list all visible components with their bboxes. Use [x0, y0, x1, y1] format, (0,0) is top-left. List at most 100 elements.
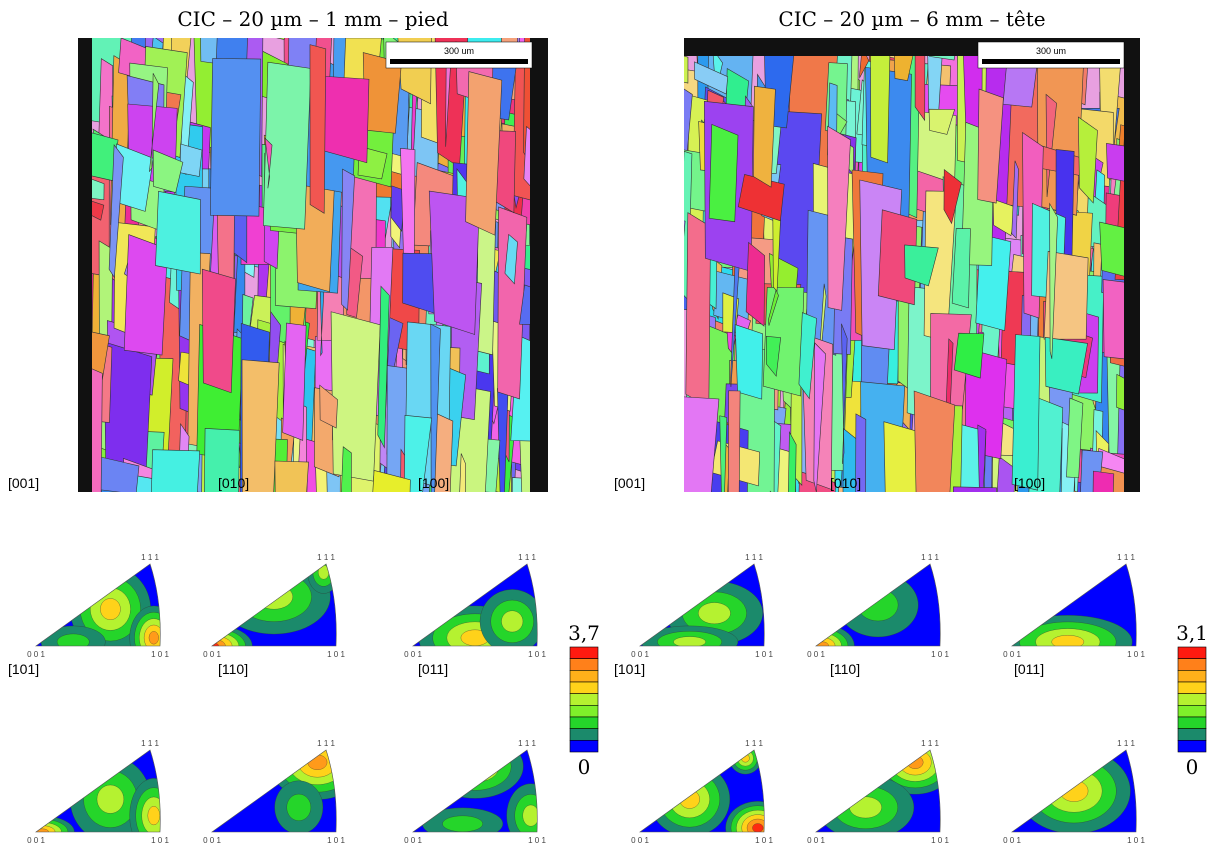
- grain: [430, 323, 441, 492]
- scale-bar-label: 300 um: [444, 46, 474, 56]
- grain: [319, 384, 338, 429]
- grain: [983, 491, 986, 492]
- map-edge: [1124, 38, 1140, 492]
- colorbar-segment: [1177, 716, 1207, 729]
- ipf-contours: [1012, 564, 1137, 646]
- colorbar-segment: [1177, 658, 1207, 671]
- ipf-corner: 0 0 1: [807, 650, 825, 659]
- ipf-corner: 1 1 1: [745, 553, 763, 562]
- ipf-outline: [35, 563, 161, 647]
- colorbar-segment: [569, 670, 599, 683]
- ipf-contours: [413, 564, 538, 646]
- ipf-corner: 1 0 1: [755, 650, 773, 659]
- grain: [953, 486, 997, 492]
- contour: [56, 633, 90, 646]
- contour: [442, 815, 483, 832]
- grain: [734, 324, 763, 400]
- grain: [245, 487, 254, 492]
- grain: [883, 421, 925, 492]
- ipf-corner: 1 1 1: [1117, 739, 1135, 748]
- ipf-contours: [212, 564, 337, 646]
- contour: [147, 806, 160, 826]
- contour: [1051, 635, 1085, 646]
- grain: [431, 412, 454, 492]
- ipf-outline: [639, 749, 765, 833]
- grain: [877, 209, 918, 306]
- ipf-label: [011]: [1014, 661, 1044, 677]
- grain: [330, 311, 381, 482]
- grain: [546, 382, 548, 407]
- grain: [390, 185, 406, 232]
- ipf-corner: 1 0 1: [1127, 836, 1145, 845]
- ipf-outline: [211, 749, 337, 833]
- grain: [1141, 357, 1186, 461]
- ipf-corner: 0 0 1: [27, 836, 45, 845]
- grain: [708, 123, 739, 223]
- colorbar-max: 3,1: [1176, 621, 1208, 645]
- ipf-corner: 1 1 1: [921, 553, 939, 562]
- grain: [101, 489, 121, 492]
- ipf-corner: 1 1 1: [141, 553, 159, 562]
- grain: [745, 241, 765, 327]
- map-edge: [78, 38, 92, 492]
- grain: [241, 359, 280, 492]
- grain: [910, 487, 917, 492]
- grain: [767, 289, 779, 326]
- grain: [790, 488, 806, 492]
- grain: [913, 390, 956, 492]
- grain: [428, 190, 480, 335]
- grain: [115, 490, 118, 492]
- ipf-corner: 0 0 1: [203, 650, 221, 659]
- ipf-corner: 1 0 1: [327, 836, 345, 845]
- contour: [148, 631, 159, 645]
- ipf-contours: [212, 750, 337, 832]
- ipf-label: [101]: [8, 661, 39, 677]
- grain: [1049, 202, 1058, 359]
- ipf-contours: [36, 750, 161, 832]
- scale-bar: [390, 59, 528, 64]
- grain: [546, 485, 548, 492]
- ipf-corner: 1 0 1: [151, 650, 169, 659]
- ipf-corner: 1 1 1: [1117, 553, 1135, 562]
- grain: [1011, 160, 1019, 239]
- ipf-corner: 0 0 1: [404, 836, 422, 845]
- grain: [341, 446, 352, 492]
- colorbar-segment: [569, 681, 599, 694]
- contour: [849, 796, 882, 819]
- contour: [679, 789, 700, 809]
- colorbar-segment: [1177, 646, 1207, 659]
- contour: [501, 610, 524, 633]
- map-edge: [530, 38, 548, 492]
- grain: [195, 491, 201, 492]
- ipf-label: [101]: [614, 661, 645, 677]
- grain: [785, 483, 829, 492]
- colorbar-segment: [569, 740, 599, 753]
- ipf-corner: 1 0 1: [755, 836, 773, 845]
- grain: [64, 169, 74, 287]
- ipf-corner: 1 0 1: [151, 836, 169, 845]
- scale-bar-label: 300 um: [1036, 46, 1066, 56]
- ipf-corner: 1 0 1: [528, 836, 546, 845]
- grain: [813, 342, 826, 492]
- grain: [769, 490, 772, 492]
- contour: [522, 804, 538, 827]
- grain: [943, 168, 962, 225]
- ipf-corner: 1 1 1: [518, 739, 536, 748]
- ipf-outline: [35, 749, 161, 833]
- grain: [1139, 171, 1140, 179]
- ipf-outline: [412, 563, 538, 647]
- grain: [1011, 334, 1041, 491]
- ipf-outline: [639, 563, 765, 647]
- grain: [765, 335, 782, 377]
- contour: [36, 828, 49, 832]
- ipf-outline: [815, 749, 941, 833]
- ipf-corner: 0 0 1: [1003, 836, 1021, 845]
- ipf-corner: 0 0 1: [1003, 650, 1021, 659]
- ipf-corner: 0 0 1: [631, 836, 649, 845]
- grain: [1077, 116, 1098, 204]
- ebsd-map: [64, 38, 548, 492]
- grain: [670, 84, 681, 264]
- ipf-corner: 0 0 1: [27, 650, 45, 659]
- grain: [204, 428, 240, 492]
